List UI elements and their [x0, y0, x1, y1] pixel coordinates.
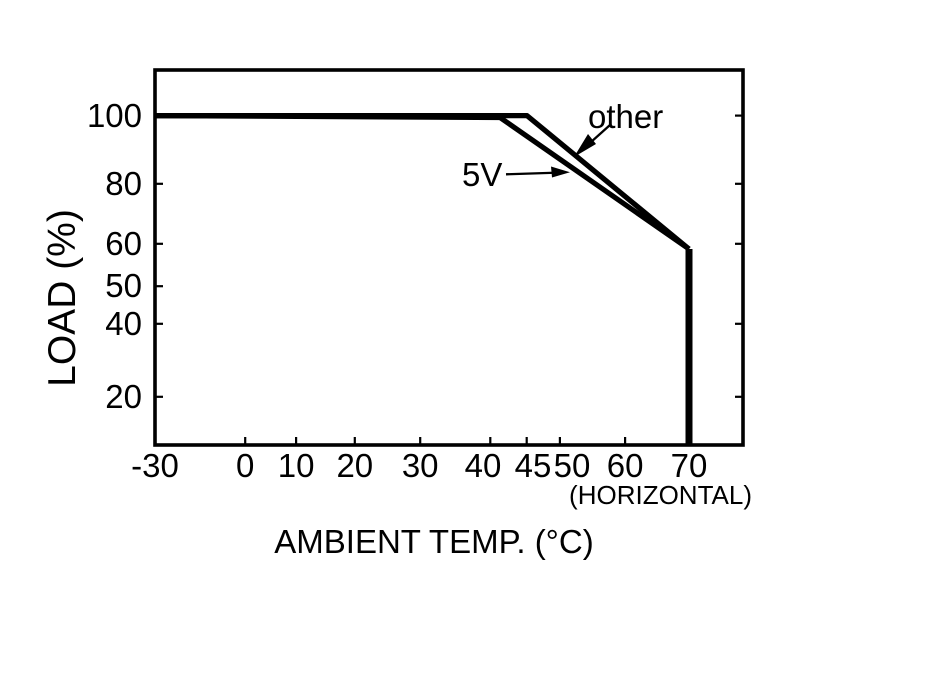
svg-text:50: 50: [105, 267, 142, 304]
svg-text:50: 50: [554, 447, 591, 484]
svg-text:20: 20: [336, 447, 373, 484]
svg-text:10: 10: [278, 447, 315, 484]
svg-text:AMBIENT TEMP. (°C): AMBIENT TEMP. (°C): [274, 523, 593, 560]
svg-text:LOAD (%): LOAD (%): [41, 209, 84, 387]
svg-text:0: 0: [236, 447, 254, 484]
svg-text:-30: -30: [131, 447, 179, 484]
svg-text:60: 60: [607, 447, 644, 484]
svg-text:5V: 5V: [462, 156, 502, 193]
svg-text:40: 40: [465, 447, 502, 484]
svg-text:40: 40: [105, 305, 142, 342]
svg-text:80: 80: [105, 165, 142, 202]
svg-text:30: 30: [402, 447, 439, 484]
svg-text:(HORIZONTAL): (HORIZONTAL): [569, 480, 752, 510]
svg-text:45: 45: [515, 447, 552, 484]
svg-text:60: 60: [105, 225, 142, 262]
svg-text:70: 70: [671, 447, 708, 484]
svg-text:20: 20: [105, 378, 142, 415]
svg-text:100: 100: [87, 97, 142, 134]
svg-text:other: other: [588, 98, 663, 135]
